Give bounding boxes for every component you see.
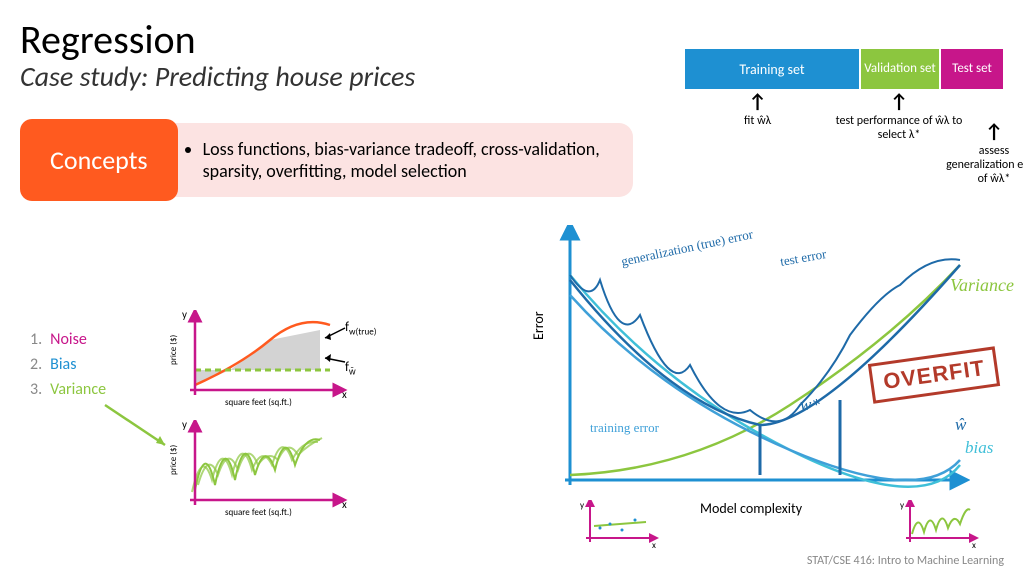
bv-ylabel: Error (530, 311, 547, 340)
svg-text:y: y (580, 500, 585, 511)
mini-axes-left: yx (580, 500, 660, 550)
svg-text:y: y (900, 500, 905, 511)
svg-text:x: x (652, 540, 656, 550)
legend-variance: Variance (50, 380, 106, 399)
concepts-bullet-box: Loss functions, bias-variance tradeoff, … (153, 123, 633, 197)
legend-num-1: 1. (30, 330, 42, 349)
svg-text:x: x (342, 498, 347, 511)
svg-text:y: y (182, 420, 187, 431)
svg-text:y: y (182, 310, 187, 321)
f-arrows (320, 320, 350, 370)
concepts-badge: Concepts (20, 119, 178, 201)
svg-text:x: x (342, 388, 347, 401)
bias-hand-label: bias (965, 438, 993, 458)
train-arrow-label: fit ŵλ (744, 90, 771, 128)
train-block: Training set (684, 48, 860, 90)
concepts-bullet: Loss functions, bias-variance tradeoff, … (203, 138, 603, 182)
training-error-label: training error (590, 420, 659, 436)
variance-hand-label: Variance (950, 275, 1014, 296)
legend-num-2: 2. (30, 355, 42, 374)
svg-text:price ($): price ($) (170, 334, 179, 365)
test-arrow-label: assess generalization error of ŵλ* (944, 120, 1024, 186)
mini-axes-right: yx (900, 500, 980, 550)
dataset-split: Training set Validation set Test set fit… (684, 48, 1004, 190)
legend-list: 1. Noise 2. Bias 3. Variance (30, 330, 106, 405)
footer-text: STAT/CSE 416: Intro to Machine Learning (807, 554, 1004, 568)
svg-text:square feet (sq.ft.): square feet (sq.ft.) (225, 397, 292, 408)
variance-mini-chart: y x price ($) square feet (sq.ft.) (170, 420, 360, 530)
test-block: Test set (940, 48, 1004, 90)
variance-arrow-icon (100, 400, 180, 460)
valid-block: Validation set (860, 48, 940, 90)
svg-text:square feet (sq.ft.): square feet (sq.ft.) (225, 507, 292, 518)
legend-num-3: 3. (30, 380, 42, 399)
w-star-label: w* (800, 395, 820, 415)
w-hat-label: ŵ (955, 415, 966, 435)
bv-xlabel: Model complexity (700, 500, 802, 517)
legend-bias: Bias (50, 355, 76, 374)
legend-noise: Noise (50, 330, 87, 349)
svg-text:x: x (972, 540, 976, 550)
